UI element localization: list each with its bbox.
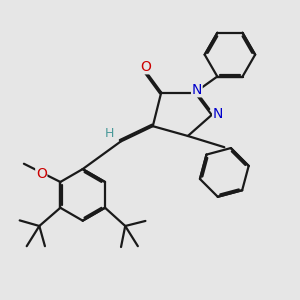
Text: O: O: [140, 60, 151, 74]
Text: H: H: [105, 127, 115, 140]
Text: N: N: [192, 83, 202, 97]
Text: O: O: [36, 167, 47, 181]
Text: N: N: [213, 107, 223, 122]
